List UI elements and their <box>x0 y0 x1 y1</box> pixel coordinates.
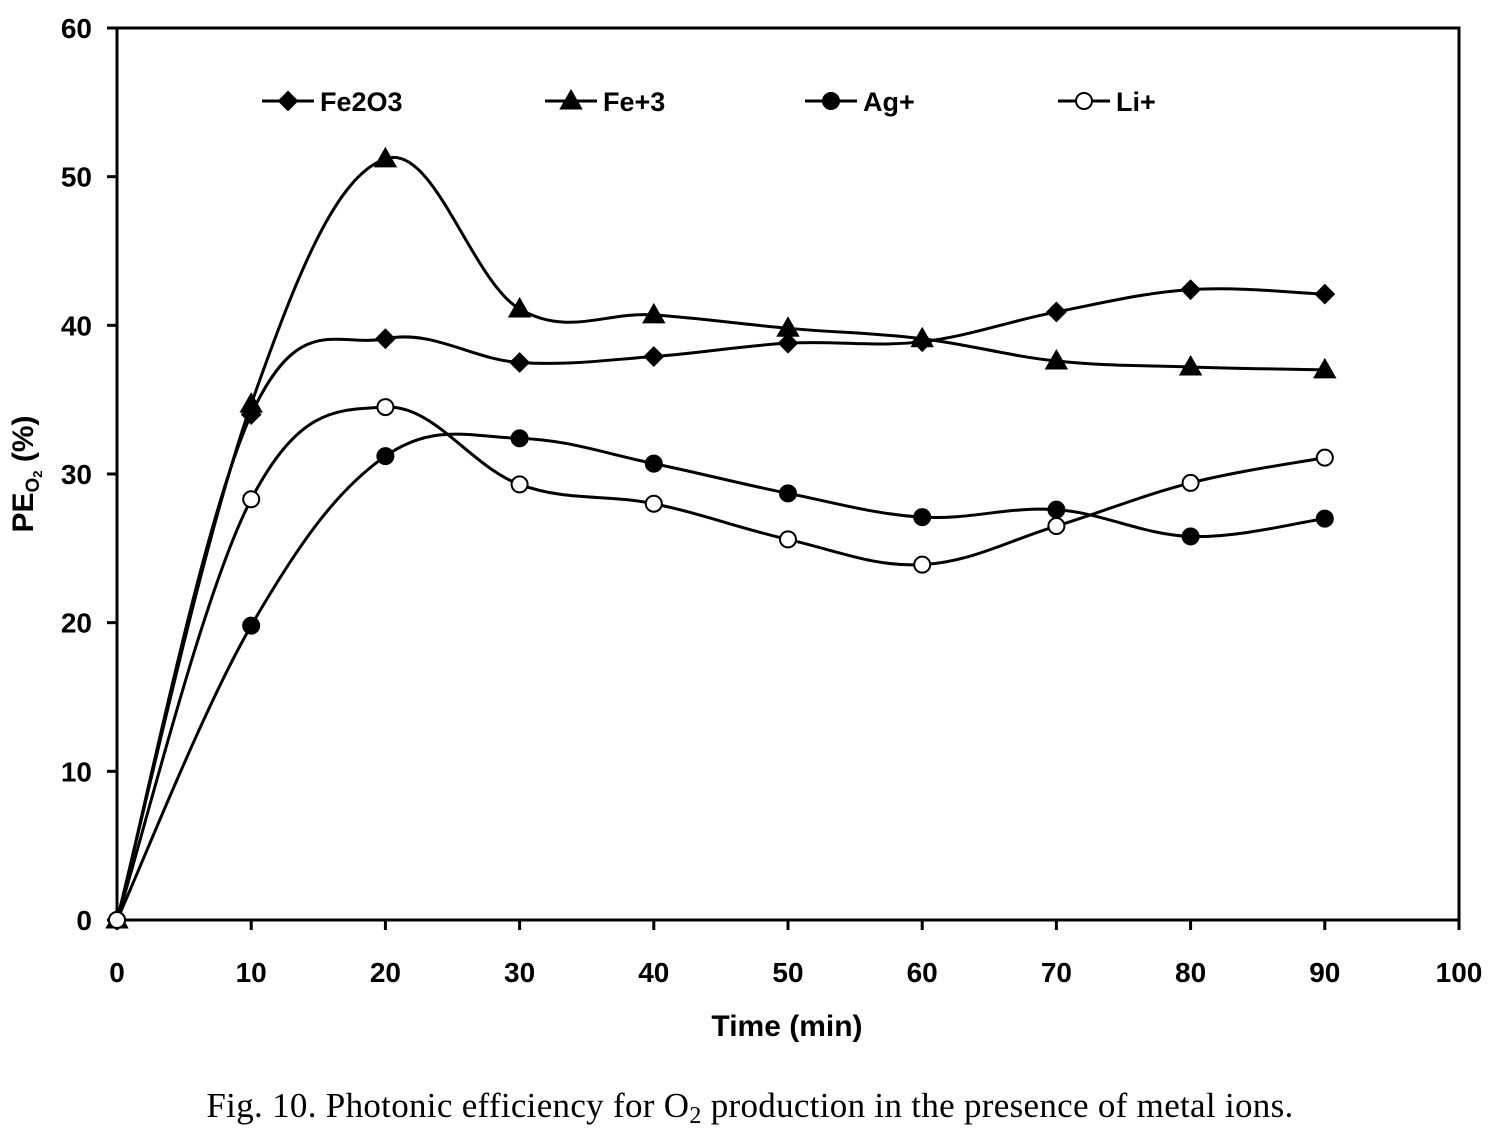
series-line-fe2o3 <box>115 287 1325 921</box>
y-tick-label: 40 <box>61 310 92 341</box>
legend-marker-ag <box>822 92 840 110</box>
legend-label-fe-3: Fe+3 <box>603 87 665 117</box>
y-tick-label: 60 <box>61 13 92 44</box>
legend-marker-fe-3 <box>559 88 583 110</box>
data-point-fe-3 <box>1313 357 1337 379</box>
x-tick-label: 60 <box>907 957 938 988</box>
data-point-ag <box>913 508 932 527</box>
caption-prefix: Fig. 10. Photonic efficiency for O <box>206 1086 690 1125</box>
data-point-li <box>242 490 261 509</box>
data-point-li <box>1181 473 1200 492</box>
x-tick-label: 70 <box>1041 957 1072 988</box>
data-point-fe-3 <box>1044 348 1069 370</box>
legend-marker-fe2o3 <box>277 90 299 112</box>
legend-marker-li <box>1075 92 1093 110</box>
data-point-ag <box>644 454 663 473</box>
data-point-fe-3 <box>373 146 398 168</box>
x-tick-label: 40 <box>638 957 669 988</box>
data-point-fe2o3 <box>643 346 665 367</box>
y-tick-label: 30 <box>61 459 92 490</box>
caption-subscript: 2 <box>689 1103 702 1129</box>
x-axis-title: Time (min) <box>711 1010 862 1043</box>
data-point-fe2o3 <box>1045 301 1067 323</box>
x-tick-label: 90 <box>1309 957 1340 988</box>
figure-caption: Fig. 10. Photonic efficiency for O2 prod… <box>0 1086 1500 1129</box>
data-point-fe2o3 <box>1180 279 1202 301</box>
data-point-li <box>644 494 663 513</box>
data-point-fe2o3 <box>509 352 531 373</box>
data-point-fe-3 <box>1178 354 1203 376</box>
x-axis: 0 10 20 30 40 50 60 70 80 90 100 <box>109 920 1482 988</box>
data-point-fe-3 <box>910 326 934 348</box>
legend: Fe2O3 Fe+3 Ag+ Li+ <box>262 87 1156 117</box>
data-point-li <box>913 555 932 574</box>
y-tick-label: 10 <box>61 756 92 787</box>
data-point-fe-3 <box>776 316 800 337</box>
data-point-fe2o3 <box>777 332 799 354</box>
data-point-fe2o3 <box>374 328 396 350</box>
x-tick-label: 100 <box>1436 957 1483 988</box>
y-tick-label: 50 <box>61 162 92 193</box>
data-point-fe-3 <box>239 392 263 413</box>
x-tick-label: 50 <box>772 957 803 988</box>
y-axis-title-subscript: O <box>23 478 44 493</box>
series-line-fe-3 <box>115 155 1325 921</box>
legend-label-li: Li+ <box>1116 87 1156 117</box>
data-point-ag <box>1181 527 1200 546</box>
y-tick-label: 20 <box>61 608 92 639</box>
x-tick-label: 20 <box>370 957 401 988</box>
legend-label-ag: Ag+ <box>863 87 915 117</box>
caption-suffix: production in the presence of metal ions… <box>701 1086 1294 1125</box>
data-point-ag <box>1047 500 1066 519</box>
data-point-ag <box>779 484 797 503</box>
data-point-ag <box>1315 509 1334 528</box>
plot-frame <box>115 26 1461 922</box>
data-point-li <box>1315 448 1334 467</box>
data-point-li <box>1047 517 1066 536</box>
data-point-ag <box>510 429 529 448</box>
y-tick-label: 0 <box>76 905 92 936</box>
x-tick-label: 80 <box>1175 957 1206 988</box>
data-point-fe-3 <box>642 302 666 324</box>
data-point-li <box>108 911 126 929</box>
data-point-fe-3 <box>507 296 532 318</box>
data-point-fe2o3 <box>1314 283 1336 305</box>
x-tick-label: 0 <box>109 957 125 988</box>
y-axis-title: PEO2 (%) <box>7 415 45 532</box>
series-line-li <box>115 405 1326 921</box>
y-axis-title-base: PE <box>7 492 40 532</box>
x-tick-label: 30 <box>504 957 535 988</box>
y-axis: 0 10 20 30 40 50 60 <box>61 13 117 936</box>
data-point-ag <box>242 616 261 635</box>
y-axis-title-suffix: (%) <box>7 415 40 470</box>
data-point-li <box>376 398 395 417</box>
series-markers <box>105 146 1337 931</box>
data-point-li <box>779 530 797 549</box>
y-axis-title-subscript-index: 2 <box>30 470 45 477</box>
x-tick-label: 10 <box>236 957 267 988</box>
series-line-ag <box>115 432 1325 921</box>
data-point-li <box>510 475 529 494</box>
data-point-ag <box>376 447 395 466</box>
legend-label-fe2o3: Fe2O3 <box>320 87 403 117</box>
series-lines <box>115 155 1326 921</box>
